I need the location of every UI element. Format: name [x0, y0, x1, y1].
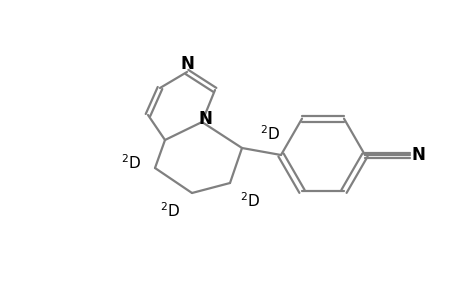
- Text: N: N: [410, 146, 424, 164]
- Text: $^{2}$D: $^{2}$D: [240, 192, 260, 210]
- Text: $^{2}$D: $^{2}$D: [259, 125, 280, 143]
- Text: $^{2}$D: $^{2}$D: [120, 154, 141, 172]
- Text: N: N: [198, 110, 212, 128]
- Text: N: N: [179, 55, 194, 73]
- Text: $^{2}$D: $^{2}$D: [159, 202, 179, 220]
